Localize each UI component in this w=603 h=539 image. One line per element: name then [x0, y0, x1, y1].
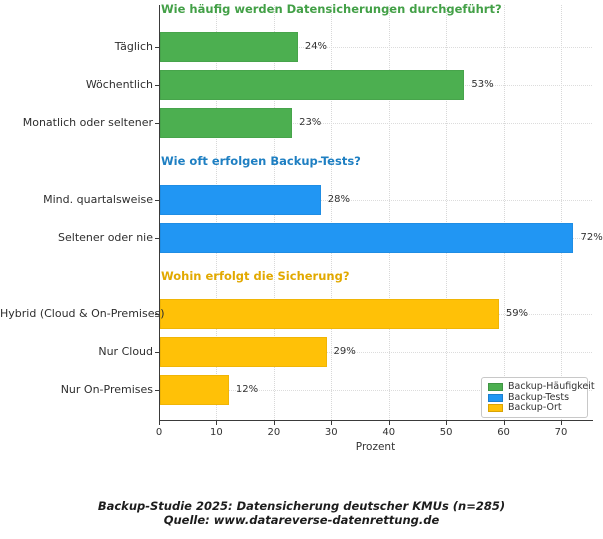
legend-swatch-icon	[488, 393, 503, 402]
chart-footer-source: Quelle: www.datareverse-datenrettung.de	[163, 513, 440, 527]
x-tick-label: 20	[267, 427, 281, 438]
x-axis-tick	[561, 421, 562, 425]
legend-swatch-icon	[488, 404, 503, 412]
bar	[160, 70, 465, 101]
y-axis-tick	[155, 47, 159, 49]
bar-value-label: 59%	[505, 307, 529, 319]
x-tick-label: 40	[382, 427, 396, 438]
x-tick-label: 70	[554, 427, 568, 438]
gridline-horizontal	[159, 47, 592, 49]
legend-label: Backup-Tests	[508, 391, 570, 403]
y-axis-tick	[155, 390, 159, 391]
category-label: Mind. quartalsweise	[43, 192, 153, 206]
gridline-horizontal	[159, 351, 592, 353]
legend-item: Backup-Tests	[488, 391, 581, 403]
gridline-horizontal	[159, 390, 592, 391]
x-axis-tick	[388, 421, 390, 425]
y-axis-tick	[155, 85, 159, 87]
x-tick-label: 50	[439, 427, 453, 438]
x-axis-tick	[503, 421, 505, 425]
y-axis-line	[159, 5, 160, 420]
legend-swatch-icon	[488, 383, 503, 391]
bar	[160, 108, 293, 139]
x-axis-tick	[159, 421, 160, 425]
x-axis-tick	[446, 421, 448, 425]
bar-value-label: 23%	[299, 117, 322, 129]
bar	[160, 375, 229, 405]
group-title: Wie häufig werden Datensicherungen durch…	[161, 2, 502, 16]
chart-legend: Backup-Häufigkeit Backup-Tests Backup-Ort	[481, 377, 595, 418]
gridline-horizontal	[159, 199, 592, 201]
bar	[160, 222, 574, 253]
gridline-horizontal	[159, 123, 592, 125]
x-axis-line	[159, 420, 593, 421]
bar	[160, 32, 298, 63]
x-axis-tick	[273, 421, 275, 425]
x-tick-label: 60	[497, 427, 510, 438]
bar	[160, 298, 499, 329]
bar	[160, 184, 321, 215]
x-tick-label: 10	[210, 427, 223, 438]
bar-value-label: 28%	[327, 193, 351, 205]
bar-value-label: 72%	[580, 231, 603, 243]
gridline-vertical	[388, 5, 390, 420]
group-title: Wie oft erfolgen Backup-Tests?	[161, 154, 361, 169]
gridline-vertical	[503, 5, 505, 420]
bar-value-label: 24%	[304, 41, 328, 53]
legend-item: Backup-Ort	[488, 403, 581, 413]
gridline-vertical	[561, 5, 562, 420]
legend-item: Backup-Häufigkeit	[488, 382, 595, 392]
bar-value-label: 12%	[235, 384, 259, 395]
gridline-vertical	[331, 5, 333, 420]
y-axis-tick	[155, 237, 159, 239]
x-tick-label: 0	[155, 427, 163, 438]
gridline-vertical	[446, 5, 448, 420]
category-label: Hybrid (Cloud & On-Premises)	[0, 306, 165, 320]
category-label: Täglich	[114, 40, 153, 54]
group-title: Wohin erfolgt die Sicherung?	[161, 268, 350, 283]
legend-label: Backup-Häufigkeit	[508, 381, 595, 392]
x-axis-tick	[331, 421, 333, 425]
y-axis-tick	[155, 199, 159, 201]
y-axis-tick	[155, 313, 159, 315]
x-tick-label: 30	[324, 427, 338, 438]
bar	[160, 336, 327, 367]
category-label: Wöchentlich	[85, 78, 153, 92]
y-axis-tick	[155, 351, 159, 353]
category-label: Nur Cloud	[98, 344, 153, 358]
bar-value-label: 29%	[333, 345, 356, 357]
category-label: Seltener oder nie	[58, 230, 153, 244]
y-axis-tick	[155, 123, 159, 125]
x-axis-label: Prozent	[355, 441, 396, 453]
category-label: Nur On-Premises	[60, 383, 153, 396]
x-axis-tick	[216, 421, 218, 425]
legend-label: Backup-Ort	[508, 402, 562, 413]
chart-footer-title: Backup-Studie 2025: Datensicherung deuts…	[97, 499, 506, 513]
bar-value-label: 53%	[471, 79, 494, 91]
category-label: Monatlich oder seltener	[22, 116, 153, 130]
